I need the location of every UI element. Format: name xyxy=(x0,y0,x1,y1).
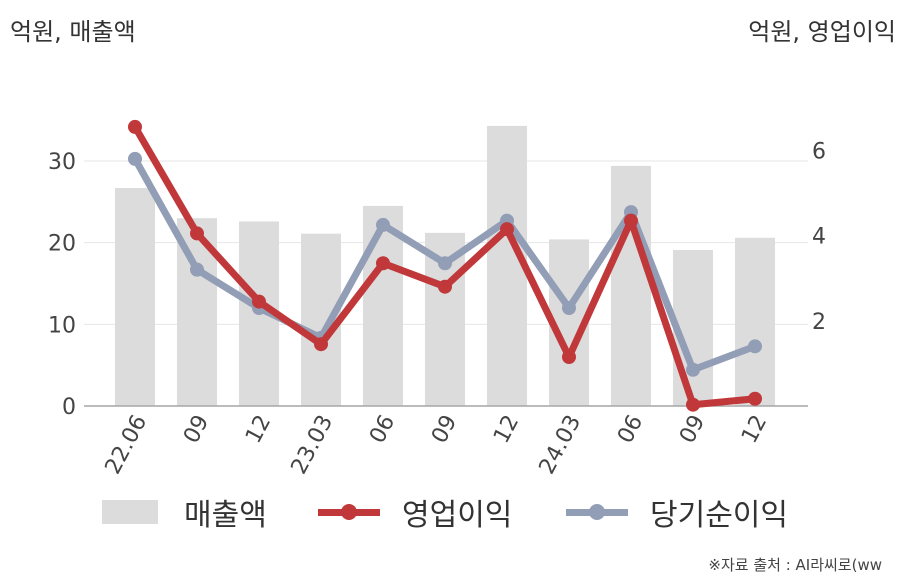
bar-sales xyxy=(735,237,775,406)
x-axis-tick-label: 12 xyxy=(489,411,524,447)
bar-sales xyxy=(301,233,341,406)
left-axis-tick-label: 0 xyxy=(62,395,76,420)
x-axis-tick-label: 06 xyxy=(365,411,400,447)
left-axis-tick-label: 20 xyxy=(48,232,76,257)
point-operating-profit xyxy=(562,350,576,364)
point-operating-profit xyxy=(686,397,700,412)
right-axis-tick-label: 6 xyxy=(812,139,826,164)
x-axis-tick-label: 09 xyxy=(675,411,710,447)
legend-swatch-operating-profit xyxy=(318,500,380,524)
left-axis-unit-label: 억원, 매출액 xyxy=(10,18,136,46)
point-operating-profit xyxy=(314,337,328,352)
point-net-income xyxy=(686,362,700,377)
point-net-income xyxy=(562,301,576,315)
x-axis-tick-label: 22.06 xyxy=(101,411,153,478)
point-operating-profit xyxy=(252,294,266,309)
bar-sales xyxy=(611,165,651,406)
bar-sales xyxy=(363,205,403,406)
legend-item-net-income: 당기순이익 xyxy=(566,490,788,534)
legend-item-operating-profit: 영업이익 xyxy=(318,490,512,534)
point-net-income xyxy=(190,262,204,277)
x-axis-tick-label: 24.03 xyxy=(535,411,587,478)
x-axis-tick-label: 06 xyxy=(613,411,648,447)
point-operating-profit xyxy=(190,226,204,241)
x-axis-tick-label: 12 xyxy=(241,411,276,447)
point-operating-profit xyxy=(376,256,390,271)
point-operating-profit xyxy=(624,213,638,228)
point-operating-profit xyxy=(500,222,514,237)
bar-sales xyxy=(115,187,155,406)
right-axis-unit-label: 억원, 영업이익 xyxy=(748,18,896,46)
bar-sales xyxy=(487,125,527,406)
legend-item-sales: 매출액 xyxy=(102,490,267,534)
right-axis-tick-label: 4 xyxy=(812,225,826,250)
point-operating-profit xyxy=(438,279,452,294)
point-net-income xyxy=(376,217,390,232)
legend-label-net-income: 당기순이익 xyxy=(650,498,788,533)
legend-swatch-net-income xyxy=(566,500,628,524)
legend-label-sales: 매출액 xyxy=(184,498,267,533)
point-net-income xyxy=(128,151,142,166)
x-axis-tick-label: 23.03 xyxy=(287,411,339,478)
point-net-income xyxy=(438,256,452,271)
x-axis-tick-label: 12 xyxy=(737,411,772,447)
x-axis-tick-label: 09 xyxy=(179,411,214,447)
legend-swatch-sales xyxy=(102,500,158,524)
left-axis-tick-label: 30 xyxy=(48,150,76,175)
point-net-income xyxy=(748,339,762,354)
point-operating-profit xyxy=(128,119,142,134)
x-axis-tick-label: 09 xyxy=(427,411,462,447)
source-note: ※자료 출처 : AI라씨로(ww xyxy=(708,556,882,574)
right-axis-tick-label: 2 xyxy=(812,310,826,335)
left-axis-tick-label: 10 xyxy=(48,313,76,338)
point-operating-profit xyxy=(748,391,762,406)
legend-label-operating-profit: 영업이익 xyxy=(402,498,513,533)
